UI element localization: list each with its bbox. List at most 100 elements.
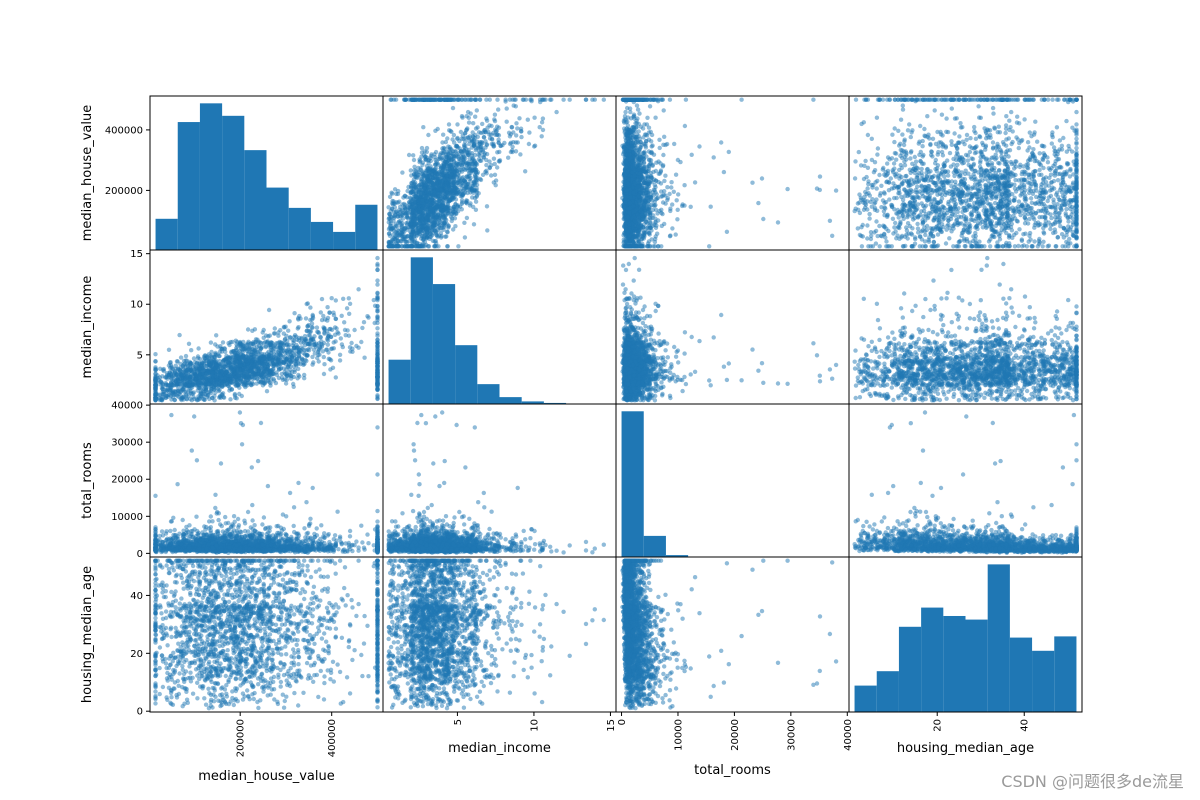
scatter-point [467, 203, 473, 208]
scatter-point [460, 161, 466, 166]
scatter-point [648, 158, 654, 163]
scatter-point [427, 212, 432, 218]
scatter-point [470, 130, 475, 135]
scatter-point [1046, 183, 1052, 188]
scatter-point [644, 203, 650, 208]
scatter-point [399, 227, 404, 232]
scatter-point [630, 140, 636, 145]
scatter-point [673, 172, 679, 177]
scatter-point [473, 126, 479, 131]
scatter-point [401, 216, 406, 221]
scatter-point [413, 174, 418, 179]
scatter-point [388, 214, 394, 220]
scatter-point [660, 194, 665, 199]
scatter-point [464, 215, 470, 221]
scatter-point [627, 233, 632, 239]
scatter-point [877, 244, 882, 249]
scatter-point [459, 180, 465, 185]
scatter-point [833, 188, 839, 193]
scatter-point [852, 176, 858, 181]
scatter-point [399, 222, 404, 227]
scatter-point [675, 207, 680, 212]
scatter-point [437, 203, 442, 208]
scatter-point [433, 128, 438, 133]
scatter-point [989, 161, 995, 166]
scatter-point [475, 145, 481, 151]
scatter-point [424, 145, 430, 151]
scatter-point [644, 122, 650, 127]
scatter-point [434, 229, 439, 234]
scatter-point [477, 153, 482, 158]
scatter-point [440, 146, 445, 151]
scatter-point [642, 164, 647, 170]
scatter-point [875, 233, 880, 239]
scatter-point [449, 129, 454, 134]
scatter-point [859, 244, 865, 249]
scatter-point [419, 198, 424, 203]
scatter-point [660, 97, 665, 102]
scatter-point [404, 221, 409, 226]
scatter-point [669, 185, 674, 190]
scatter-point [935, 232, 941, 237]
scatter-point [411, 185, 416, 191]
scatter-point [467, 141, 472, 147]
scatter-point [482, 128, 487, 133]
scatter-point [399, 244, 405, 249]
scatter-point [433, 218, 438, 223]
scatter-point [480, 172, 486, 177]
scatter-point [403, 212, 408, 217]
scatter-point [504, 119, 509, 124]
scatter-point [436, 244, 441, 249]
scatter-point [673, 232, 678, 237]
scatter-point [639, 244, 645, 249]
scatter-point [444, 217, 449, 223]
scatter-point [628, 155, 633, 161]
scatter-point [951, 244, 956, 249]
scatter-point [449, 150, 454, 156]
scatter-point [427, 166, 433, 171]
scatter-point [462, 97, 467, 102]
scatter-point [625, 214, 631, 220]
panel-marks [386, 97, 606, 249]
scatter-point [636, 148, 641, 153]
scatter-point [644, 97, 649, 102]
scatter-point [622, 149, 627, 154]
scatter-point [661, 142, 666, 147]
scatter-point [645, 225, 650, 231]
scatter-point [406, 152, 412, 158]
scatter-point [1074, 122, 1079, 127]
scatter-point [496, 107, 501, 112]
scatter-point [529, 99, 534, 104]
scatter-point [434, 208, 439, 214]
scatter-point [707, 244, 712, 249]
scatter-point [510, 144, 515, 150]
scatter-point [417, 203, 422, 209]
scatter-point [637, 166, 642, 172]
scatter-point [465, 198, 470, 203]
histogram-bar [155, 218, 178, 250]
scatter-point [504, 106, 509, 111]
scatter-point [1007, 118, 1012, 123]
scatter-point [651, 244, 656, 249]
scatter-point [697, 144, 702, 149]
scatter-point [495, 124, 500, 129]
scatter-point [476, 130, 482, 135]
scatter-point [511, 130, 516, 135]
scatter-point [416, 244, 421, 249]
scatter-point [443, 139, 448, 145]
scatter-point [479, 144, 484, 149]
scatter-point [511, 103, 516, 108]
scatter-point [543, 97, 548, 102]
scatter-point [428, 197, 434, 202]
scatter-point [484, 162, 489, 168]
scatter-point [513, 97, 518, 102]
scatter-point [440, 140, 445, 145]
scatter-point [408, 168, 413, 173]
scatter-point [540, 116, 546, 121]
scatter-point [448, 179, 454, 184]
scatter-point [481, 155, 486, 160]
scatter-point [634, 161, 639, 166]
scatter-point [410, 179, 416, 185]
scatter-point [675, 157, 681, 163]
scatter-point [972, 124, 977, 130]
